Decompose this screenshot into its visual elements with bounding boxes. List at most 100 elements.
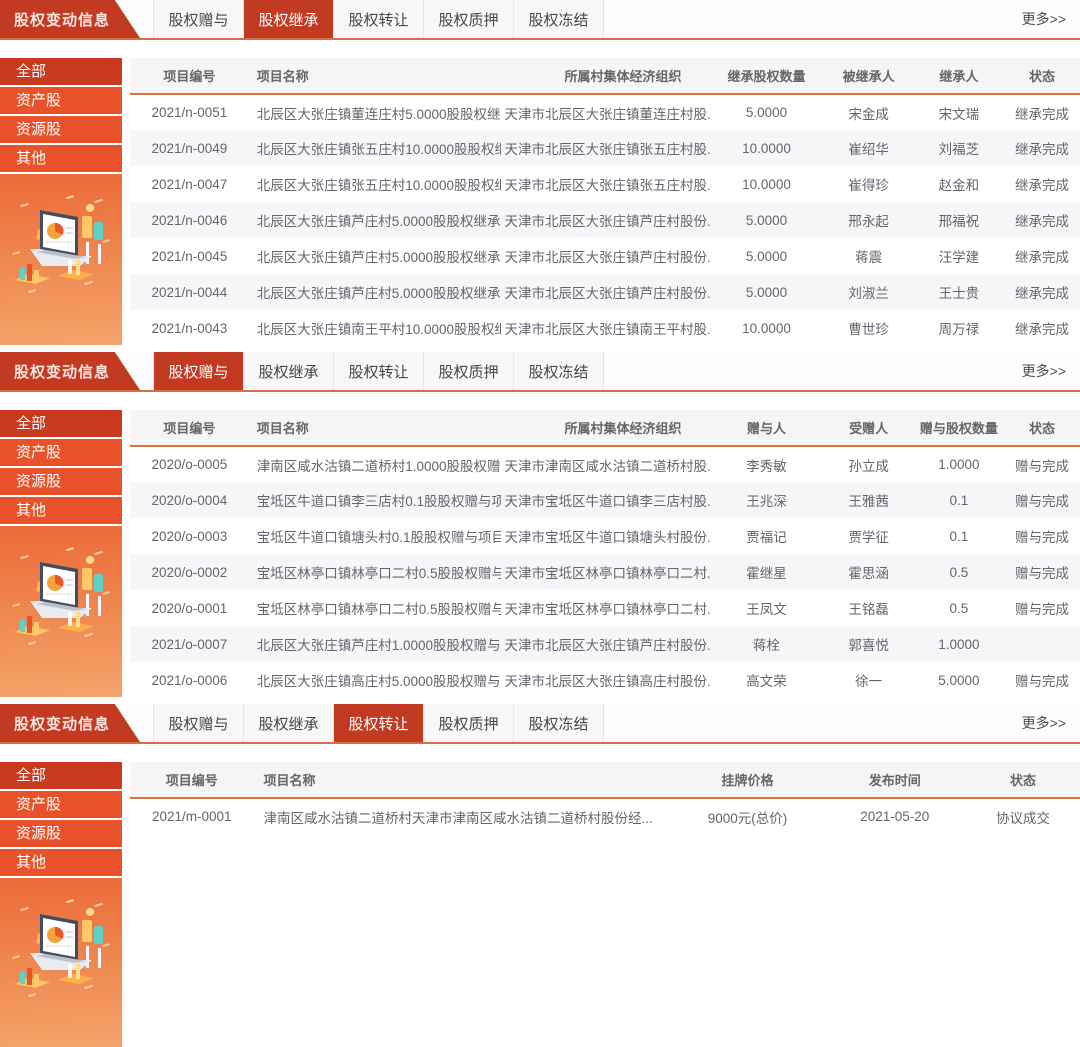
- tab-股权继承[interactable]: 股权继承: [244, 0, 334, 38]
- table-row[interactable]: 2021/n-0051 北辰区大张庄镇董连庄村5.0000股股权继... 天津市北辰…: [130, 94, 1080, 130]
- sidebar-item-其他[interactable]: 其他: [0, 145, 122, 172]
- more-link[interactable]: 更多>>: [1021, 363, 1066, 379]
- table-row[interactable]: 2021/n-0044 北辰区大张庄镇芦庄村5.0000股股权继承... 天津市北辰…: [130, 274, 1080, 310]
- tab-股权冻结[interactable]: 股权冻结: [514, 352, 604, 390]
- table-row[interactable]: 2021/n-0047 北辰区大张庄镇张五庄村10.0000股股权继... 天津市北…: [130, 166, 1080, 202]
- table-row[interactable]: 2021/o-0006 北辰区大张庄镇高庄村5.0000股股权赠与... 天津市北辰…: [130, 662, 1080, 698]
- column-header: 状态: [1028, 421, 1055, 436]
- table-cell: 2021-05-20: [860, 809, 930, 824]
- tab-股权质押[interactable]: 股权质押: [424, 352, 514, 390]
- sidebar-item-资产股[interactable]: 资产股: [0, 439, 122, 466]
- table-cell: 宝坻区林亭口镇林亭口二村0.5股股权赠与...: [256, 566, 501, 581]
- tab-股权转让[interactable]: 股权转让: [334, 352, 424, 390]
- table-cell: 刘淑兰: [848, 286, 889, 301]
- table-cell: 北辰区大张庄镇芦庄村5.0000股股权继承...: [256, 214, 501, 229]
- sidebar-item-全部[interactable]: 全部: [0, 410, 122, 437]
- table-row[interactable]: 2021/n-0046 北辰区大张庄镇芦庄村5.0000股股权继承... 天津市北辰…: [130, 202, 1080, 238]
- table-row[interactable]: 2020/o-0005 津南区咸水沽镇二道桥村1.0000股股权赠... 天津市津南…: [130, 446, 1080, 482]
- table-cell: 0.5: [949, 600, 969, 616]
- sidebar-item-资源股[interactable]: 资源股: [0, 468, 122, 495]
- table-row[interactable]: 2020/o-0003 宝坻区牛道口镇塘头村0.1股股权赠与项目 天津市宝坻区牛道口…: [130, 518, 1080, 554]
- table-cell: 10.0000: [742, 140, 791, 156]
- table-cell: 宋金成: [848, 106, 889, 122]
- table-cell: 北辰区大张庄镇董连庄村5.0000股股权继...: [256, 106, 501, 122]
- more-link[interactable]: 更多>>: [1021, 11, 1066, 27]
- table-cell: 5.0000: [745, 212, 788, 228]
- tab-股权冻结[interactable]: 股权冻结: [514, 0, 604, 38]
- tab-股权赠与[interactable]: 股权赠与: [154, 0, 244, 38]
- tab-股权质押[interactable]: 股权质押: [424, 0, 514, 38]
- panel-equity-gift: 股权变动信息 股权赠与 股权继承 股权转让 股权质押 股权冻结 更多>> 全部 资产股 资源…: [0, 352, 1080, 697]
- table-cell: 赠与完成: [1015, 494, 1069, 509]
- sidebar-item-资产股[interactable]: 资产股: [0, 791, 122, 818]
- panel-header-bar: 股权变动信息 股权赠与 股权继承 股权转让 股权质押 股权冻结 更多>>: [0, 0, 1080, 40]
- table-row[interactable]: 2021/m-0001 津南区咸水沽镇二道桥村天津市津南区咸水沽镇二道桥村股份经.…: [130, 798, 1080, 834]
- table-cell: 宝坻区牛道口镇塘头村0.1股股权赠与项目: [256, 530, 501, 545]
- panel-title-flag: 股权变动信息: [0, 0, 140, 38]
- table-cell: 2021/m-0001: [151, 809, 232, 824]
- table-cell: 赠与完成: [1015, 674, 1069, 689]
- sidebar-item-资源股[interactable]: 资源股: [0, 820, 122, 847]
- table-cell: 0.1: [949, 528, 969, 544]
- sidebar-item-资源股[interactable]: 资源股: [0, 116, 122, 143]
- table-row[interactable]: 2020/o-0001 宝坻区林亭口镇林亭口二村0.5股股权赠与... 天津市宝坻区…: [130, 590, 1080, 626]
- table-cell: 北辰区大张庄镇芦庄村5.0000股股权继承...: [256, 286, 501, 301]
- table-cell: 贾学征: [848, 530, 889, 545]
- sidebar-item-全部[interactable]: 全部: [0, 762, 122, 789]
- panel-title-flag: 股权变动信息: [0, 704, 140, 742]
- table-row[interactable]: 2021/n-0045 北辰区大张庄镇芦庄村5.0000股股权继承... 天津市北辰…: [130, 238, 1080, 274]
- table-cell: 王士贵: [938, 286, 980, 301]
- table-cell: 北辰区大张庄镇张五庄村10.0000股股权继...: [256, 178, 501, 193]
- table-cell: 2020/o-0001: [151, 600, 228, 616]
- table-cell: 10.0000: [742, 320, 791, 336]
- table-cell: 天津市宝坻区林亭口镇林亭口二村...: [504, 602, 710, 617]
- column-header: 发布时间: [868, 773, 921, 788]
- tab-股权继承[interactable]: 股权继承: [244, 352, 334, 390]
- table-cell: 天津市北辰区大张庄镇高庄村股份...: [504, 674, 710, 689]
- table-cell: 汪学建: [938, 250, 980, 265]
- table-cell: 王兆深: [746, 494, 787, 509]
- tab-股权转让[interactable]: 股权转让: [334, 704, 424, 742]
- table-row[interactable]: 2021/n-0049 北辰区大张庄镇张五庄村10.0000股股权继... 天津市北…: [130, 130, 1080, 166]
- table-cell: 北辰区大张庄镇高庄村5.0000股股权赠与...: [256, 674, 501, 689]
- sidebar-item-资产股[interactable]: 资产股: [0, 87, 122, 114]
- table-cell: 天津市宝坻区牛道口镇塘头村股份...: [504, 530, 710, 545]
- table-row[interactable]: 2021/o-0007 北辰区大张庄镇芦庄村1.0000股股权赠与... 天津市北辰…: [130, 626, 1080, 662]
- table-cell: 郭喜悦: [848, 638, 889, 653]
- table-cell: 北辰区大张庄镇芦庄村1.0000股股权赠与...: [256, 638, 501, 653]
- table-cell: 曹世珍: [848, 322, 889, 337]
- column-header: 继承人: [939, 69, 979, 84]
- table-cell: 津南区咸水沽镇二道桥村天津市津南区咸水沽镇二道桥村股份经...: [263, 810, 653, 826]
- table-cell: 2021/n-0049: [151, 140, 228, 156]
- tab-bar: 股权赠与 股权继承 股权转让 股权质押 股权冻结: [153, 352, 604, 390]
- table-row[interactable]: 2021/n-0043 北辰区大张庄镇南王平村10.0000股股权继... 天津市北…: [130, 310, 1080, 346]
- column-header: 所属村集体经济组织: [564, 421, 682, 436]
- tab-股权赠与[interactable]: 股权赠与: [154, 352, 244, 390]
- column-header: 赠与股权数量: [919, 421, 998, 436]
- table-cell: 2021/o-0006: [151, 672, 228, 688]
- sidebar-item-全部[interactable]: 全部: [0, 58, 122, 85]
- tab-股权冻结[interactable]: 股权冻结: [514, 704, 604, 742]
- table-cell: 宝坻区牛道口镇李三店村0.1股股权赠与项目: [256, 494, 501, 509]
- table-row[interactable]: 2020/o-0004 宝坻区牛道口镇李三店村0.1股股权赠与项目 天津市宝坻区牛道…: [130, 482, 1080, 518]
- tab-股权转让[interactable]: 股权转让: [334, 0, 424, 38]
- table-cell: 北辰区大张庄镇芦庄村5.0000股股权继承...: [256, 250, 501, 265]
- sidebar-illustration-area: [0, 878, 122, 1047]
- panel-content: 全部 资产股 资源股 其他: [0, 762, 1080, 1047]
- table-cell: 协议成交: [996, 810, 1050, 826]
- column-header: 挂牌价格: [721, 773, 774, 788]
- table-cell: 天津市北辰区大张庄镇董连庄村股...: [504, 106, 710, 122]
- category-sidebar: 全部 资产股 资源股 其他: [0, 58, 122, 345]
- sidebar-item-其他[interactable]: 其他: [0, 497, 122, 524]
- sidebar-item-其他[interactable]: 其他: [0, 849, 122, 876]
- tab-股权继承[interactable]: 股权继承: [244, 704, 334, 742]
- gift-table-area: 项目编号 项目名称 所属村集体经济组织 赠与人 受赠人 赠与股权数量 状态 2020/o-0…: [130, 410, 1080, 697]
- table-cell: 2020/o-0004: [151, 492, 228, 508]
- panel-header-bar: 股权变动信息 股权赠与 股权继承 股权转让 股权质押 股权冻结 更多>>: [0, 704, 1080, 744]
- table-header-row: 项目编号 项目名称 挂牌价格 发布时间 状态: [130, 762, 1080, 798]
- table-row[interactable]: 2020/o-0002 宝坻区林亭口镇林亭口二村0.5股股权赠与... 天津市宝坻区…: [130, 554, 1080, 590]
- tab-股权质押[interactable]: 股权质押: [424, 704, 514, 742]
- table-cell: 继承完成: [1015, 214, 1069, 229]
- tab-股权赠与[interactable]: 股权赠与: [154, 704, 244, 742]
- more-link[interactable]: 更多>>: [1021, 715, 1066, 731]
